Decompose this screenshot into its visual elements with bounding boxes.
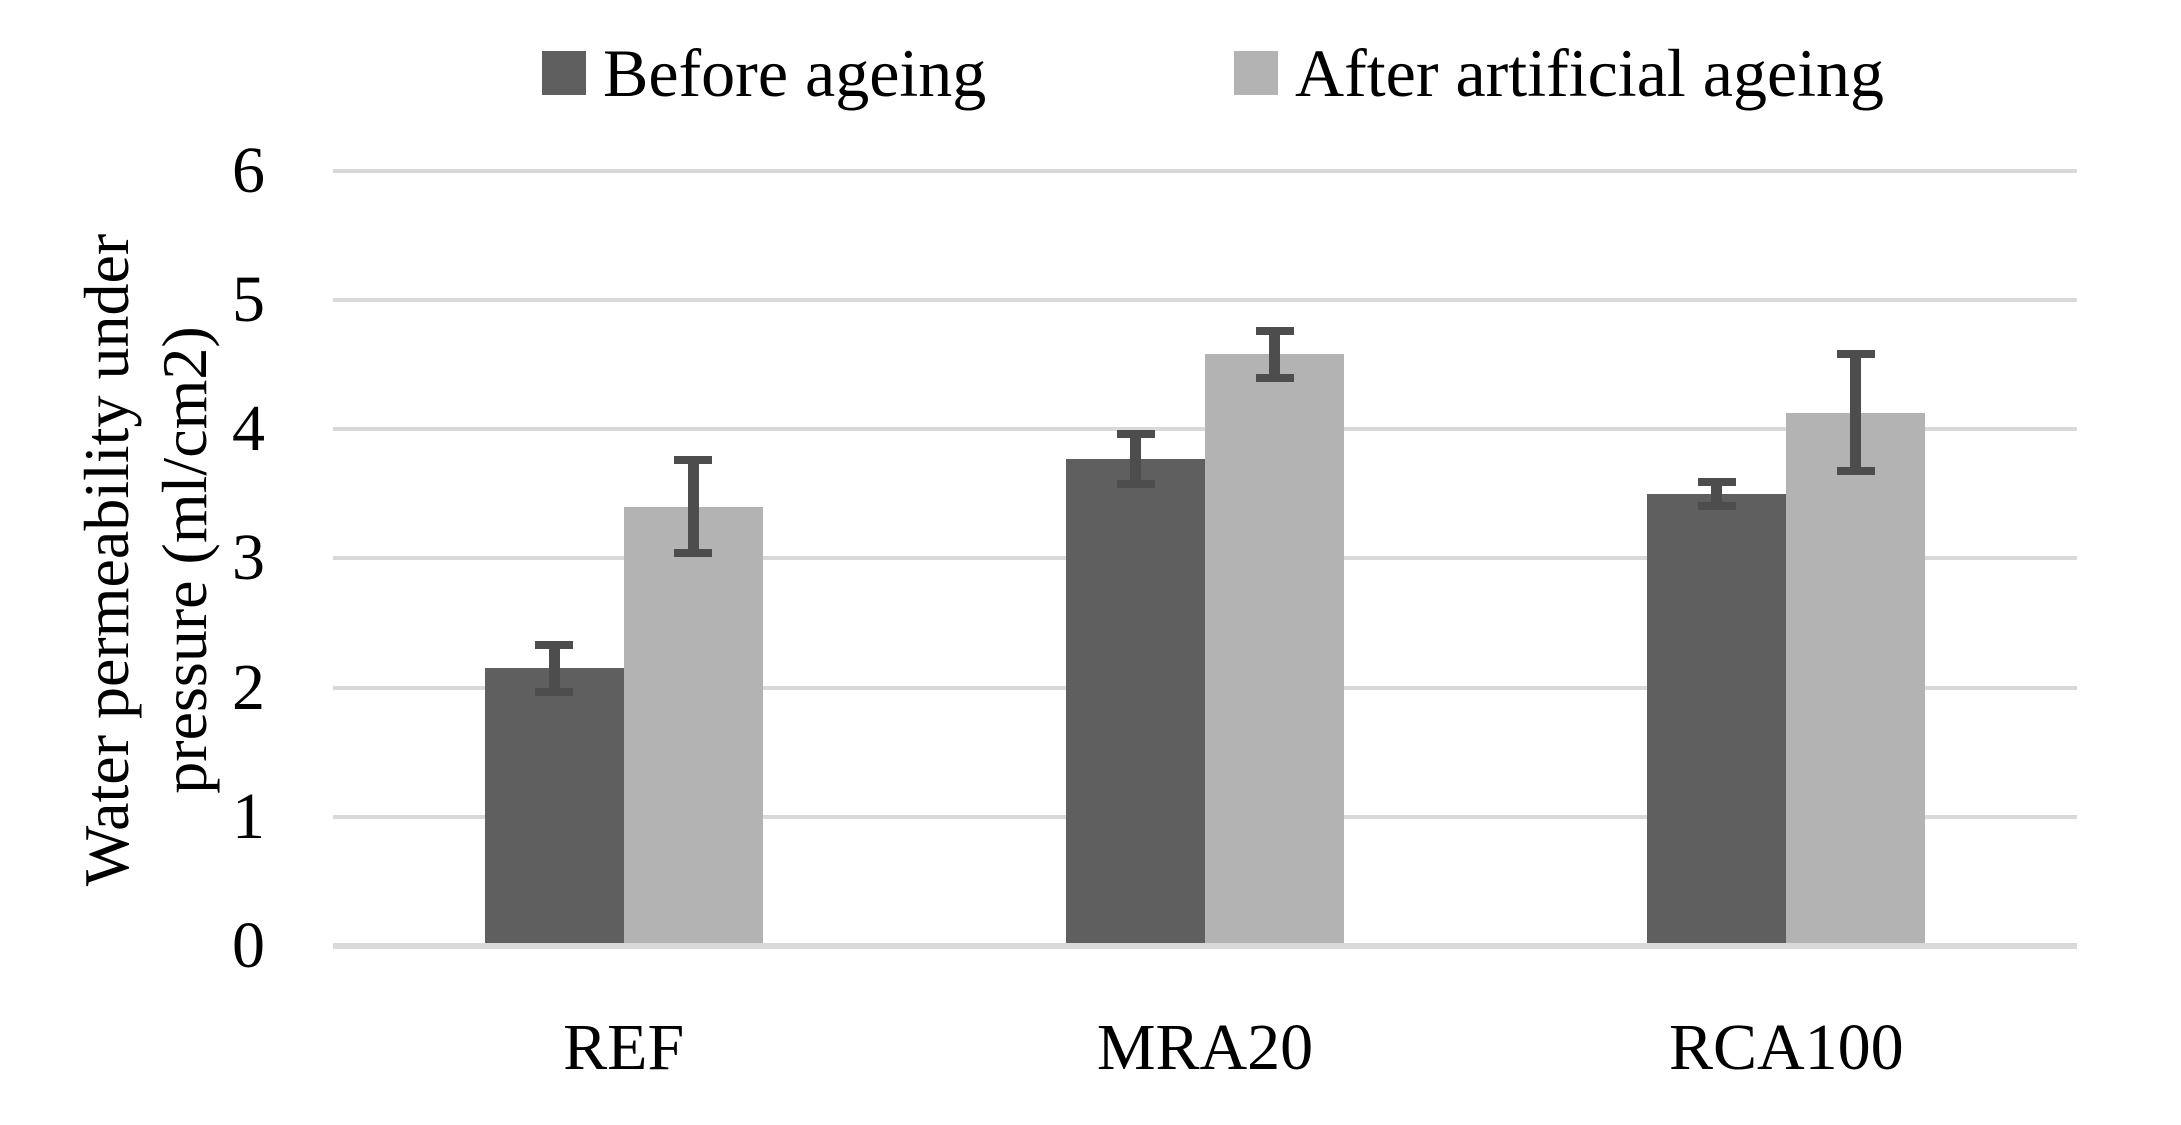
bar-rca100-before-ageing — [1647, 493, 1787, 943]
bar-mra20-before-ageing — [1066, 459, 1205, 943]
category-label-rca100: RCA100 — [1668, 1011, 1904, 1084]
y-tick-label-3: 3 — [232, 521, 265, 595]
gridline-6 — [333, 168, 2077, 173]
legend-item-after-artificial-ageing: After artificial ageing — [1234, 36, 1884, 110]
y-tick-label-4: 4 — [232, 392, 265, 466]
error-bar-cap-top-mra20-after-artificial-ageing — [1255, 327, 1294, 336]
bar-ref-before-ageing — [484, 668, 624, 943]
error-bar-stem-mra20-before-ageing — [1130, 434, 1141, 484]
error-bar-stem-ref-after-artificial-ageing — [687, 460, 699, 554]
error-bar-stem-rca100-before-ageing — [1711, 482, 1723, 506]
error-bar-cap-bottom-rca100-after-artificial-ageing — [1836, 466, 1875, 475]
gridline-5 — [333, 298, 2077, 303]
legend-label-after-artificial-ageing: After artificial ageing — [1295, 35, 1885, 111]
gridline-0 — [333, 943, 2077, 949]
category-label-ref: REF — [563, 1011, 685, 1084]
error-bar-cap-bottom-mra20-before-ageing — [1116, 479, 1155, 488]
error-bar-cap-bottom-rca100-before-ageing — [1697, 501, 1736, 510]
error-bar-stem-mra20-after-artificial-ageing — [1269, 331, 1280, 378]
y-tick-label-0: 0 — [232, 909, 265, 982]
y-tick-label-1: 1 — [232, 779, 265, 853]
error-bar-stem-ref-before-ageing — [548, 645, 560, 692]
error-bar-cap-top-mra20-before-ageing — [1116, 430, 1155, 439]
error-bar-cap-top-rca100-before-ageing — [1697, 478, 1736, 487]
y-tick-label-6: 6 — [232, 133, 265, 207]
error-bar-stem-rca100-after-artificial-ageing — [1850, 354, 1862, 471]
error-bar-cap-bottom-ref-after-artificial-ageing — [674, 549, 713, 558]
error-bar-cap-top-rca100-after-artificial-ageing — [1836, 350, 1875, 359]
y-tick-label-5: 5 — [232, 263, 265, 337]
legend-swatch-after-artificial-ageing — [1234, 51, 1278, 95]
bar-rca100-after-artificial-ageing — [1786, 412, 1926, 943]
error-bar-cap-top-ref-after-artificial-ageing — [674, 456, 713, 465]
category-label-mra20: MRA20 — [1096, 1011, 1314, 1084]
legend-swatch-before-ageing — [542, 51, 586, 95]
bar-ref-after-artificial-ageing — [623, 506, 763, 943]
y-tick-label-2: 2 — [232, 650, 265, 724]
error-bar-cap-bottom-mra20-after-artificial-ageing — [1255, 373, 1294, 382]
error-bar-cap-top-ref-before-ageing — [535, 641, 574, 650]
legend-label-before-ageing: Before ageing — [603, 35, 987, 111]
error-bar-cap-bottom-ref-before-ageing — [535, 687, 574, 696]
bar-mra20-after-artificial-ageing — [1205, 354, 1344, 943]
legend-item-before-ageing: Before ageing — [542, 36, 986, 110]
